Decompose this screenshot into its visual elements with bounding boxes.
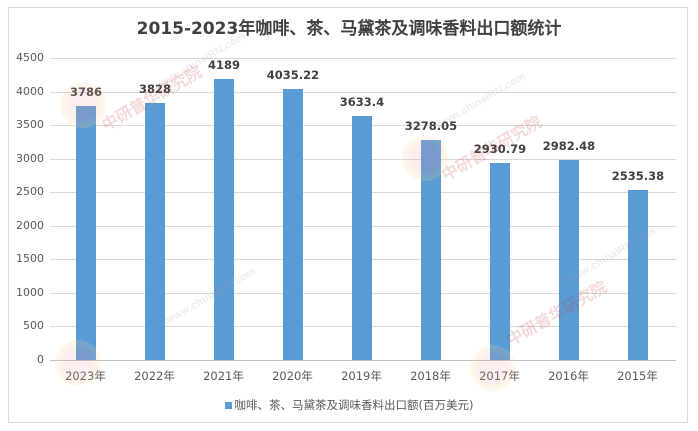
data-label: 3633.4 — [339, 95, 385, 109]
data-label: 3278.05 — [404, 119, 458, 133]
bar[interactable] — [421, 140, 441, 360]
x-tick-label: 2022年 — [134, 369, 175, 383]
x-tick-label: 2019年 — [341, 369, 382, 383]
x-tick-label: 2023年 — [65, 369, 106, 383]
legend-label: 咖啡、茶、马黛茶及调味香料出口额(百万美元) — [234, 398, 474, 412]
bar[interactable] — [352, 116, 372, 360]
data-label: 4035.22 — [266, 68, 320, 82]
x-tick-label: 2020年 — [272, 369, 313, 383]
data-label: 3828 — [138, 82, 171, 96]
y-tick-label: 2000 — [16, 219, 44, 232]
x-axis-line — [50, 360, 676, 361]
chart-title: 2015-2023年咖啡、茶、马黛茶及调味香料出口额统计 — [136, 19, 562, 39]
data-label: 3786 — [69, 85, 102, 99]
data-label: 2982.48 — [542, 139, 596, 153]
x-tick-label: 2018年 — [410, 369, 451, 383]
y-tick-label: 3500 — [16, 118, 44, 131]
y-tick-label: 0 — [37, 353, 44, 366]
y-tick-label: 1000 — [16, 286, 44, 299]
legend: 咖啡、茶、马黛茶及调味香料出口额(百万美元) — [0, 397, 698, 413]
x-tick-label: 2017年 — [479, 369, 520, 383]
bar[interactable] — [76, 106, 96, 360]
bar[interactable] — [628, 190, 648, 360]
bar[interactable] — [214, 79, 234, 360]
y-tick-label: 4500 — [16, 51, 44, 64]
y-tick-label: 3000 — [16, 152, 44, 165]
bar[interactable] — [490, 163, 510, 360]
y-tick-label: 4000 — [16, 85, 44, 98]
data-label: 2930.79 — [473, 142, 527, 156]
x-tick-label: 2016年 — [548, 369, 589, 383]
legend-swatch-icon — [224, 402, 232, 409]
x-tick-label: 2015年 — [617, 369, 658, 383]
bar[interactable] — [145, 103, 165, 360]
x-tick-label: 2021年 — [203, 369, 244, 383]
bar[interactable] — [283, 89, 303, 360]
data-label: 4189 — [207, 58, 240, 72]
y-tick-label: 1500 — [16, 252, 44, 265]
data-label: 2535.38 — [611, 169, 665, 183]
gridline — [50, 92, 676, 93]
y-tick-label: 2500 — [16, 185, 44, 198]
gridline — [50, 58, 676, 59]
y-tick-label: 500 — [23, 319, 44, 332]
bar[interactable] — [559, 160, 579, 360]
